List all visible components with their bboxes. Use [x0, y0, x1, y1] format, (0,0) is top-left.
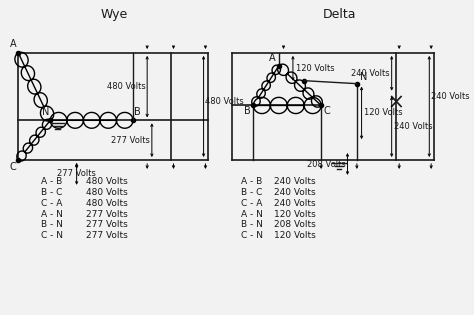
Text: A - B: A - B: [241, 177, 263, 186]
Text: 480 Volts: 480 Volts: [107, 82, 145, 91]
Text: N: N: [360, 72, 367, 82]
Text: A: A: [10, 39, 17, 49]
Text: 120 Volts: 120 Volts: [365, 108, 403, 117]
Text: C: C: [9, 162, 17, 172]
Text: 240 Volts: 240 Volts: [274, 177, 316, 186]
Text: C: C: [323, 106, 330, 117]
Text: Wye: Wye: [100, 8, 128, 21]
Text: 120 Volts: 120 Volts: [274, 231, 316, 240]
Text: 277 Volts: 277 Volts: [57, 169, 96, 178]
Text: B - C: B - C: [241, 188, 263, 197]
Text: B - N: B - N: [41, 220, 63, 229]
Text: C - N: C - N: [241, 231, 263, 240]
Text: 240 Volts: 240 Volts: [431, 92, 470, 101]
Text: 208 Volts: 208 Volts: [274, 220, 316, 229]
Text: A: A: [269, 53, 276, 63]
Text: Delta: Delta: [323, 8, 357, 21]
Text: 480 Volts: 480 Volts: [86, 177, 128, 186]
Text: B: B: [244, 106, 251, 117]
Text: 120 Volts: 120 Volts: [274, 209, 316, 219]
Text: A - B: A - B: [41, 177, 62, 186]
Text: 240 Volts: 240 Volts: [274, 188, 316, 197]
Text: 277 Volts: 277 Volts: [86, 231, 128, 240]
Text: 208 Volts: 208 Volts: [307, 160, 346, 169]
Text: C - N: C - N: [41, 231, 63, 240]
Text: C - A: C - A: [41, 199, 62, 208]
Text: 277 Volts: 277 Volts: [86, 209, 128, 219]
Text: N: N: [42, 107, 49, 117]
Text: 240 Volts: 240 Volts: [274, 199, 316, 208]
Text: 277 Volts: 277 Volts: [86, 220, 128, 229]
Text: 120 Volts: 120 Volts: [296, 64, 334, 73]
Text: A - N: A - N: [241, 209, 263, 219]
Text: A - N: A - N: [41, 209, 63, 219]
Text: 277 Volts: 277 Volts: [111, 136, 150, 145]
Text: B: B: [134, 107, 141, 117]
Text: 240 Volts: 240 Volts: [393, 122, 432, 131]
Text: C - A: C - A: [241, 199, 263, 208]
Text: B - C: B - C: [41, 188, 62, 197]
Text: 480 Volts: 480 Volts: [86, 188, 128, 197]
Text: 240 Volts: 240 Volts: [351, 69, 390, 78]
Text: 480 Volts: 480 Volts: [205, 97, 244, 106]
Text: 480 Volts: 480 Volts: [86, 199, 128, 208]
Text: B - N: B - N: [241, 220, 263, 229]
